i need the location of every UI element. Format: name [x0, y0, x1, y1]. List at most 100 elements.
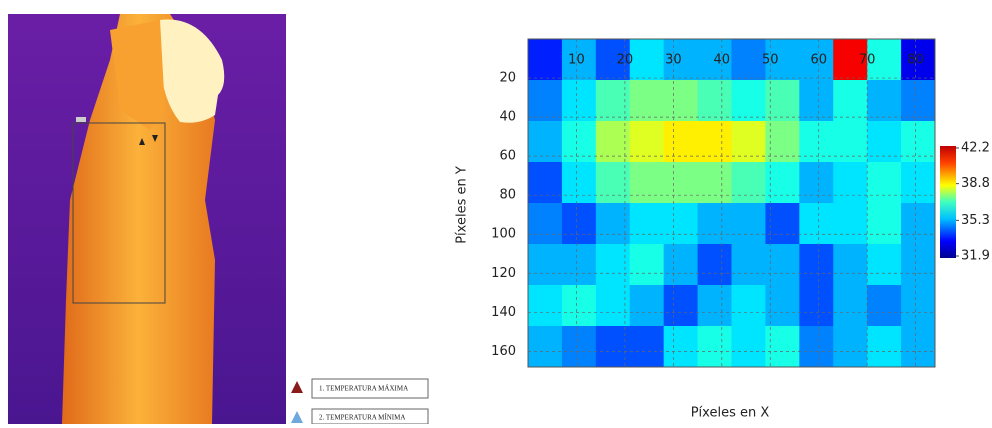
heat-cell — [697, 244, 732, 286]
heat-cell — [663, 203, 699, 245]
heat-cell — [595, 162, 631, 204]
x-tick-label: 40 — [714, 53, 731, 68]
heat-cell — [765, 285, 800, 327]
heat-cell — [561, 244, 597, 286]
heat-cell — [595, 121, 631, 163]
heat-cell — [663, 121, 699, 163]
heat-cell — [765, 80, 800, 122]
heat-cell — [528, 326, 563, 368]
heat-cell — [528, 203, 563, 245]
heat-cell — [528, 121, 563, 163]
colorbar-tick-label: 42.2 — [961, 141, 990, 156]
heat-cell — [765, 121, 800, 163]
y-tick-label: 140 — [491, 305, 516, 320]
heat-cell — [731, 203, 766, 245]
x-tick-label: 20 — [617, 53, 634, 68]
heat-cell — [528, 244, 563, 286]
heat-cell — [867, 285, 902, 327]
heatmap — [528, 39, 936, 368]
heat-cell — [833, 285, 868, 327]
heat-cell — [629, 80, 665, 122]
heat-cell — [629, 121, 665, 163]
heat-cell — [663, 326, 699, 368]
legend-label: 1. TEMPERATURA MÁXIMA — [319, 385, 408, 393]
heat-cell — [595, 326, 631, 368]
heat-cell — [528, 39, 563, 81]
heat-cell — [629, 39, 665, 81]
heat-cell — [663, 244, 699, 286]
heat-cell — [867, 162, 902, 204]
heat-cell — [867, 80, 902, 122]
heat-cell — [663, 80, 699, 122]
heat-cell — [765, 162, 800, 204]
heat-cell — [901, 39, 936, 81]
heat-cell — [799, 39, 834, 81]
heat-cell — [561, 39, 597, 81]
heat-cell — [629, 326, 665, 368]
heat-cell — [595, 203, 631, 245]
heat-cell — [833, 121, 868, 163]
heat-cell — [697, 285, 732, 327]
heat-cell — [697, 39, 732, 81]
heat-cell — [799, 285, 834, 327]
thermal-image — [8, 14, 286, 424]
heat-cell — [901, 203, 936, 245]
colorbar-tick-label: 31.9 — [961, 249, 990, 264]
heat-cell — [765, 326, 800, 368]
heat-cell — [595, 285, 631, 327]
heat-cell — [799, 121, 834, 163]
plot-frame — [527, 38, 936, 368]
heat-cell — [595, 244, 631, 286]
heat-cell — [629, 244, 665, 286]
heat-cell — [731, 80, 766, 122]
heat-cell — [697, 326, 732, 368]
heat-cell — [561, 121, 597, 163]
heat-cell — [697, 80, 732, 122]
heat-cell — [901, 244, 936, 286]
heat-cell — [629, 162, 665, 204]
heat-cell — [799, 244, 834, 286]
heat-cell — [901, 162, 936, 204]
heat-cell — [561, 162, 597, 204]
colorbar — [940, 146, 956, 258]
heat-cell — [901, 285, 936, 327]
heat-cell — [867, 203, 902, 245]
heat-cell — [663, 39, 699, 81]
heat-cell — [765, 203, 800, 245]
heat-cell — [731, 285, 766, 327]
heat-cell — [901, 121, 936, 163]
heat-cell — [765, 244, 800, 286]
heat-cell — [867, 244, 902, 286]
heat-cell — [561, 285, 597, 327]
heat-cell — [867, 39, 902, 81]
heat-cell — [663, 285, 699, 327]
heat-cell — [833, 326, 868, 368]
x-tick-label: 30 — [665, 53, 682, 68]
heat-cell — [799, 203, 834, 245]
heat-cell — [595, 39, 631, 81]
heat-cell — [731, 326, 766, 368]
y-tick-label: 20 — [499, 71, 516, 86]
legend-label: 2. TEMPERATURA MÍNIMA — [319, 414, 405, 422]
heat-cell — [799, 80, 834, 122]
heat-cell — [901, 326, 936, 368]
heat-cell — [731, 244, 766, 286]
heat-cell — [697, 162, 732, 204]
heat-cell — [867, 121, 902, 163]
y-tick-label: 160 — [491, 344, 516, 359]
y-tick-label: 60 — [499, 149, 516, 164]
heat-cell — [731, 39, 766, 81]
heat-cell — [528, 285, 563, 327]
heat-cell — [833, 39, 868, 81]
y-tick-label: 100 — [491, 227, 516, 242]
y-tick-label: 40 — [499, 110, 516, 125]
heat-cell — [901, 80, 936, 122]
x-tick-label: 80 — [907, 53, 924, 68]
x-tick-label: 10 — [568, 53, 585, 68]
heat-cell — [697, 203, 732, 245]
heat-cell — [731, 162, 766, 204]
heat-cell — [765, 39, 800, 81]
heat-cell — [561, 203, 597, 245]
x-tick-label: 50 — [762, 53, 779, 68]
